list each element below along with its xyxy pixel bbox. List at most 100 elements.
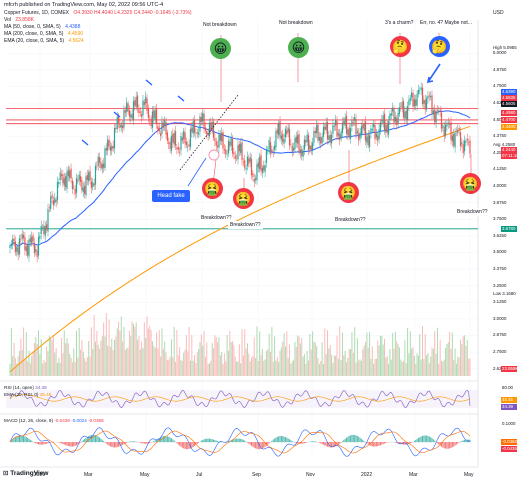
volume-bar [111, 338, 113, 376]
volume-bar [417, 355, 419, 376]
volume-bar [322, 363, 324, 376]
candle-body [420, 87, 422, 90]
volume-bar [290, 363, 292, 376]
volume-bar [259, 331, 261, 376]
candle-body [33, 242, 36, 254]
macd-histogram-bar [194, 442, 196, 447]
macd-histogram-bar [382, 442, 384, 445]
macd-histogram-bar [252, 442, 254, 447]
time-tick-label: 2022 [361, 472, 373, 478]
macd-histogram-bar [66, 442, 68, 446]
volume-bar [183, 352, 185, 376]
candle-body [278, 122, 280, 136]
volume-bar [207, 363, 209, 376]
candle-body [275, 131, 277, 148]
candle-body [286, 130, 288, 135]
volume-bar [84, 358, 86, 376]
macd-histogram-bar [366, 442, 368, 444]
volume-bar [240, 363, 242, 376]
volume-bar [336, 335, 338, 376]
volume-bar [341, 332, 343, 376]
volume-bar [51, 339, 53, 376]
price-tick-label: 2.7500 [493, 349, 507, 355]
rsi-ema-legend[interactable]: EMA (20, RSI, 0) 45.46 [4, 392, 52, 397]
candle-body [267, 151, 269, 153]
macd-histogram-bar [88, 436, 90, 443]
ema20-legend[interactable]: EMA (20, close, 0, SMA, 5) 4.5624 [4, 38, 84, 44]
currency-label: USD [493, 10, 504, 16]
candle-body [402, 101, 405, 118]
macd-histogram-bar [75, 442, 77, 446]
volume-bar [48, 335, 50, 376]
macd-histogram-bar [35, 442, 37, 444]
volume-bar [261, 348, 263, 376]
volume-bar [16, 363, 18, 376]
volume-bar [294, 341, 296, 376]
macd-histogram-bar [12, 439, 14, 443]
candle-body [154, 110, 156, 121]
candle-body [65, 176, 67, 188]
vol-legend[interactable]: Vol 23.858K [4, 17, 34, 23]
macd-histogram-bar [318, 442, 320, 443]
trend-marker [145, 79, 153, 86]
macd-histogram-bar [168, 436, 170, 443]
macd-histogram-bar [149, 442, 151, 444]
macd-histogram-bar [181, 442, 183, 448]
candle-body [37, 237, 40, 256]
sick-face-icon: 🤮 [233, 188, 254, 209]
rsi-legend[interactable]: RSI (14, open) 34.39 [4, 385, 47, 390]
macd-histogram-bar [415, 439, 417, 443]
candle-body [381, 120, 383, 122]
macd-histogram-bar [184, 442, 186, 449]
candle-body [116, 116, 118, 130]
ma50-legend[interactable]: MA (50, close, 0, SMA, 5) 4.4388 [4, 24, 80, 30]
volume-bar [436, 327, 438, 376]
volume-bar [203, 330, 205, 376]
macd-histogram-bar [237, 438, 239, 443]
candle-body [390, 113, 392, 116]
volume-bar [176, 330, 178, 376]
candle-body [147, 108, 150, 119]
macd-histogram-bar [218, 441, 220, 443]
candle-body [177, 147, 179, 151]
macd-histogram-bar [284, 437, 286, 443]
volume-bar [426, 355, 428, 376]
volume-bar [427, 353, 429, 376]
candle-body [29, 238, 31, 242]
macd-histogram-bar [10, 440, 12, 443]
candle-body [435, 111, 437, 123]
macd-legend[interactable]: MACD (12, 26, close, 9) -0.0436 -0.0024 … [4, 418, 104, 423]
candle-body [268, 140, 270, 150]
price-tick-label: 3.7500 [493, 216, 507, 222]
volume-bar [218, 337, 220, 376]
macd-histogram-bar [354, 434, 356, 443]
ma200-legend[interactable]: MA (200, close, 0, SMA, 5) 4.4590 [4, 31, 83, 37]
horizontal-levels [6, 108, 478, 230]
macd-histogram-bar [173, 440, 175, 443]
macd-histogram-bar [309, 441, 311, 443]
macd-histogram-bar [321, 442, 323, 445]
volume-bar [238, 344, 240, 376]
candle-body [303, 139, 306, 150]
candle-body [211, 121, 213, 130]
volume-bar [354, 327, 356, 376]
macd-histogram-bar [187, 442, 189, 450]
volume-bar [80, 349, 82, 376]
candle-body [117, 116, 120, 124]
volume-bar [405, 363, 407, 376]
macd-histogram-bar [213, 439, 215, 443]
volume-bar [185, 335, 187, 376]
candle-body [409, 97, 411, 101]
macd-histogram-bar [378, 442, 380, 446]
macd-histogram-bar [189, 442, 191, 449]
candle-body [236, 157, 238, 159]
price-tick-label: 4.1250 [493, 166, 507, 172]
candle-body [93, 183, 95, 186]
macd-histogram-bar [331, 442, 333, 448]
macd-histogram-bar [428, 436, 430, 443]
macd-histogram-bar [25, 437, 27, 443]
happy-face-icon: 😀 [288, 37, 309, 58]
candle-body [193, 119, 196, 133]
